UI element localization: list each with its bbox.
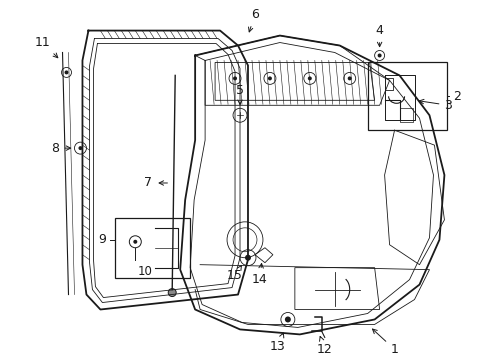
- Text: 12: 12: [316, 337, 332, 356]
- Bar: [115, 218, 190, 278]
- Text: 13: 13: [269, 333, 285, 353]
- Circle shape: [307, 76, 311, 80]
- Circle shape: [244, 255, 250, 261]
- Text: 6: 6: [248, 8, 258, 32]
- Circle shape: [78, 146, 82, 150]
- Bar: [367, 62, 447, 130]
- Circle shape: [64, 71, 68, 75]
- Circle shape: [168, 289, 176, 297]
- Text: 7: 7: [144, 176, 152, 189]
- Text: 15: 15: [226, 266, 243, 282]
- Text: 2: 2: [452, 90, 460, 103]
- Circle shape: [377, 54, 381, 58]
- Circle shape: [267, 76, 271, 80]
- Circle shape: [347, 76, 351, 80]
- Circle shape: [285, 316, 290, 323]
- Text: 4: 4: [375, 24, 383, 47]
- Text: 9: 9: [98, 233, 106, 246]
- Circle shape: [133, 240, 137, 244]
- Text: 14: 14: [252, 264, 267, 286]
- Text: 8: 8: [51, 141, 70, 155]
- Text: 11: 11: [35, 36, 58, 58]
- Text: 10: 10: [138, 265, 152, 278]
- Text: 3: 3: [419, 99, 451, 112]
- Text: 5: 5: [236, 84, 244, 104]
- Text: 1: 1: [372, 329, 398, 356]
- Circle shape: [233, 76, 237, 80]
